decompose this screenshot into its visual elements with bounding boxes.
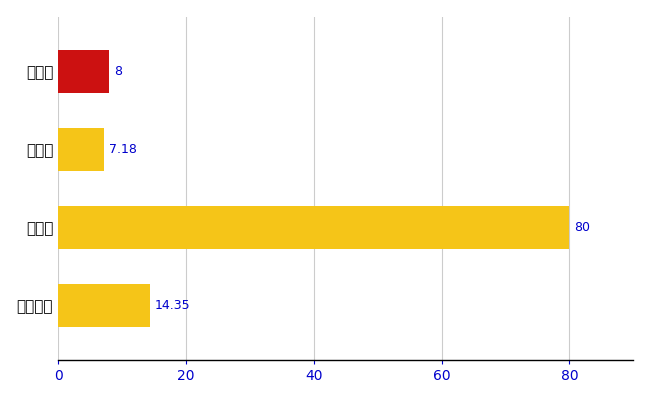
Text: 8: 8 xyxy=(114,65,122,78)
Bar xyxy=(58,128,104,171)
Bar xyxy=(58,50,109,93)
Text: 7.18: 7.18 xyxy=(109,143,137,156)
Bar xyxy=(58,284,150,327)
Text: 80: 80 xyxy=(575,221,590,234)
Text: 14.35: 14.35 xyxy=(155,299,190,312)
Bar xyxy=(58,206,569,249)
